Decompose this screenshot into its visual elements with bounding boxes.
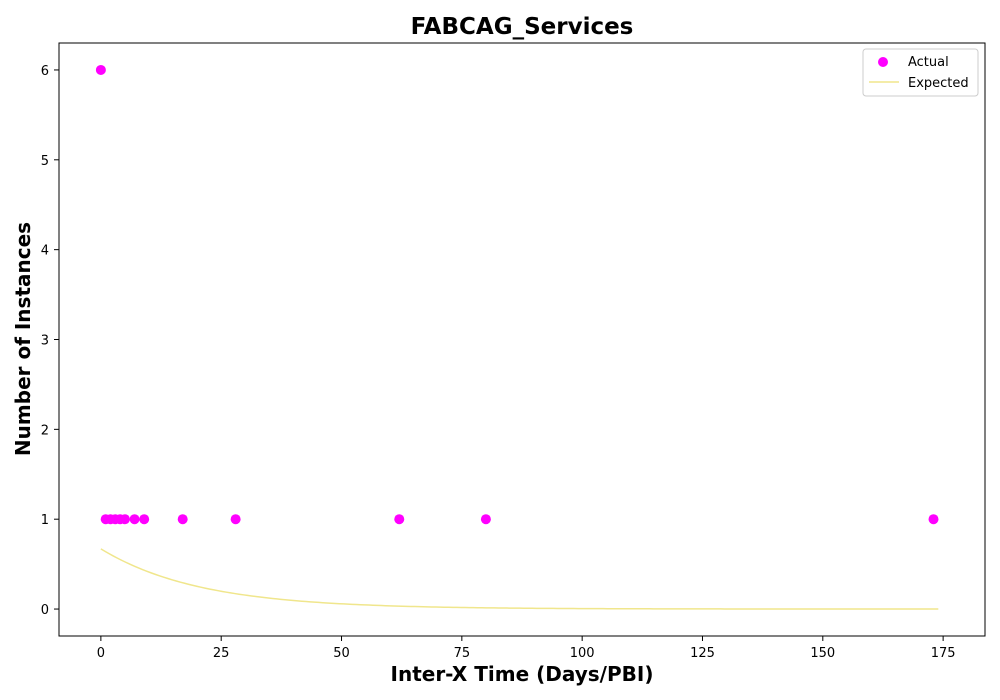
y-tick-label: 3	[41, 334, 49, 349]
y-axis: 0 1 2 3 4 5 6	[41, 64, 59, 618]
actual-point	[230, 514, 241, 525]
x-tick-label: 125	[690, 646, 715, 661]
x-tick-label: 25	[213, 646, 230, 661]
x-tick-label: 100	[570, 646, 595, 661]
chart-title: FABCAG_Services	[411, 14, 634, 40]
y-tick-label: 1	[41, 513, 49, 528]
actual-point	[928, 514, 939, 525]
actual-point	[139, 514, 150, 525]
legend: Actual Expected	[862, 48, 979, 97]
legend-expected-label: Expected	[908, 76, 969, 91]
y-axis-label: Number of Instances	[11, 222, 35, 456]
series-layer	[95, 64, 939, 610]
actual-point	[480, 514, 491, 525]
legend-box	[862, 48, 979, 97]
y-tick-label: 6	[41, 64, 49, 79]
y-tick-label: 2	[41, 423, 49, 438]
x-tick-label: 175	[931, 646, 956, 661]
y-tick-label: 5	[41, 154, 49, 169]
actual-point	[394, 514, 405, 525]
expected-line	[100, 548, 939, 610]
x-axis-label: Inter-X Time (Days/PBI)	[391, 662, 654, 686]
x-tick-label: 75	[454, 646, 471, 661]
actual-point	[177, 514, 188, 525]
x-axis: 0 25 50 75 100 125 150 175	[97, 636, 956, 661]
x-tick-label: 150	[810, 646, 835, 661]
legend-actual-label: Actual	[908, 55, 949, 70]
actual-point	[119, 514, 130, 525]
x-tick-label: 50	[333, 646, 350, 661]
actual-point	[95, 64, 106, 75]
legend-actual-marker	[878, 57, 888, 67]
actual-point	[129, 514, 140, 525]
y-tick-label: 4	[41, 244, 49, 259]
plot-frame	[58, 42, 986, 637]
x-tick-label: 0	[97, 646, 105, 661]
y-tick-label: 0	[41, 603, 49, 618]
